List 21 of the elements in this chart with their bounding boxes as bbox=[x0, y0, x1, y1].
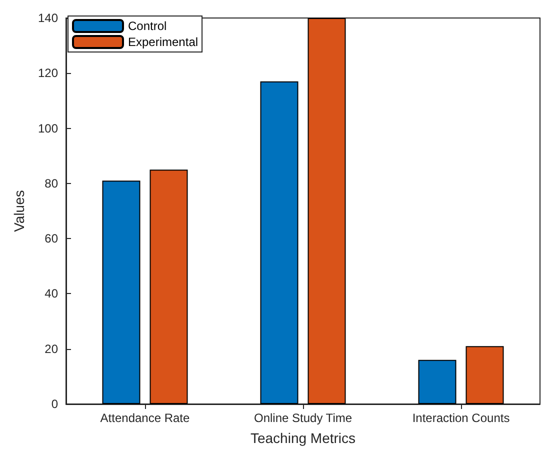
y-tick-label: 60 bbox=[44, 232, 58, 246]
y-tick-label: 80 bbox=[44, 176, 58, 190]
bar bbox=[466, 346, 504, 404]
y-tick-label: 100 bbox=[38, 121, 58, 136]
bar bbox=[260, 81, 298, 404]
y-tick-label: 0 bbox=[51, 397, 58, 411]
y-tick-label: 40 bbox=[44, 286, 58, 301]
x-tick-label: Attendance Rate bbox=[100, 411, 190, 425]
y-tick-label: 120 bbox=[38, 66, 58, 80]
bar bbox=[308, 18, 346, 404]
y-axis-title: Values bbox=[11, 190, 27, 232]
bar bbox=[418, 360, 456, 404]
bar bbox=[150, 170, 188, 404]
y-tick-label: 20 bbox=[44, 342, 58, 356]
legend-label: Experimental bbox=[128, 35, 198, 49]
x-tick-label: Online Study Time bbox=[254, 411, 352, 425]
legend-label: Control bbox=[128, 19, 167, 33]
bar bbox=[102, 180, 140, 404]
y-tick-label: 140 bbox=[38, 11, 58, 25]
x-axis-title: Teaching Metrics bbox=[250, 430, 356, 446]
x-tick-label: Interaction Counts bbox=[412, 411, 510, 425]
